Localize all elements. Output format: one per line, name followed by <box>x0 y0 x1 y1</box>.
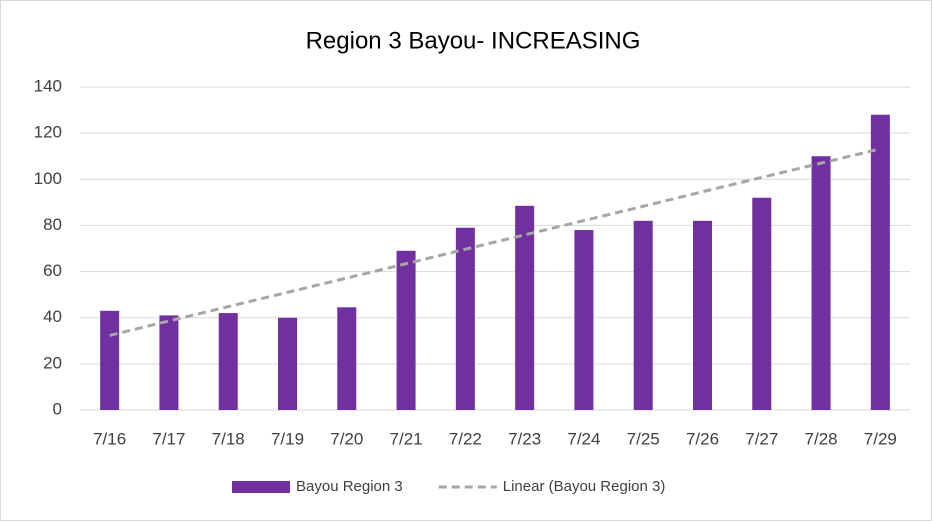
x-tick-label: 7/16 <box>93 429 126 448</box>
y-tick-label: 40 <box>43 307 62 326</box>
legend-label: Bayou Region 3 <box>296 478 403 495</box>
x-tick-label: 7/26 <box>686 429 719 448</box>
x-tick-label: 7/20 <box>330 429 363 448</box>
y-tick-label: 100 <box>34 169 62 188</box>
y-tick-label: 20 <box>43 353 62 372</box>
trend-line <box>109 147 881 337</box>
y-tick-label: 0 <box>53 399 62 418</box>
x-tick-label: 7/29 <box>864 429 897 448</box>
x-tick-label: 7/25 <box>627 429 660 448</box>
bar <box>337 307 357 410</box>
bar <box>870 114 890 410</box>
bar <box>633 220 653 410</box>
legend-swatch <box>232 481 290 493</box>
bar <box>515 205 535 410</box>
x-tick-label: 7/21 <box>390 429 423 448</box>
y-tick-label: 140 <box>34 76 62 95</box>
chart-title: Region 3 Bayou- INCREASING <box>306 27 641 54</box>
y-tick-label: 60 <box>43 261 62 280</box>
bar <box>159 315 179 410</box>
x-tick-label: 7/17 <box>152 429 185 448</box>
bar <box>811 156 831 410</box>
x-tick-label: 7/27 <box>745 429 778 448</box>
y-tick-label: 120 <box>34 123 62 142</box>
bar <box>278 317 297 410</box>
bar <box>752 197 772 410</box>
x-tick-label: 7/18 <box>212 429 245 448</box>
x-tick-label: 7/24 <box>567 429 600 448</box>
x-tick-label: 7/28 <box>805 429 838 448</box>
legend-label: Linear (Bayou Region 3) <box>503 478 666 495</box>
bar <box>218 313 238 410</box>
bar <box>100 310 120 410</box>
bar <box>455 227 475 410</box>
x-tick-label: 7/23 <box>508 429 541 448</box>
x-tick-label: 7/22 <box>449 429 482 448</box>
bar <box>693 220 712 410</box>
y-tick-label: 80 <box>43 215 62 234</box>
bar <box>396 250 416 410</box>
x-tick-label: 7/19 <box>271 429 304 448</box>
bar <box>574 230 594 410</box>
